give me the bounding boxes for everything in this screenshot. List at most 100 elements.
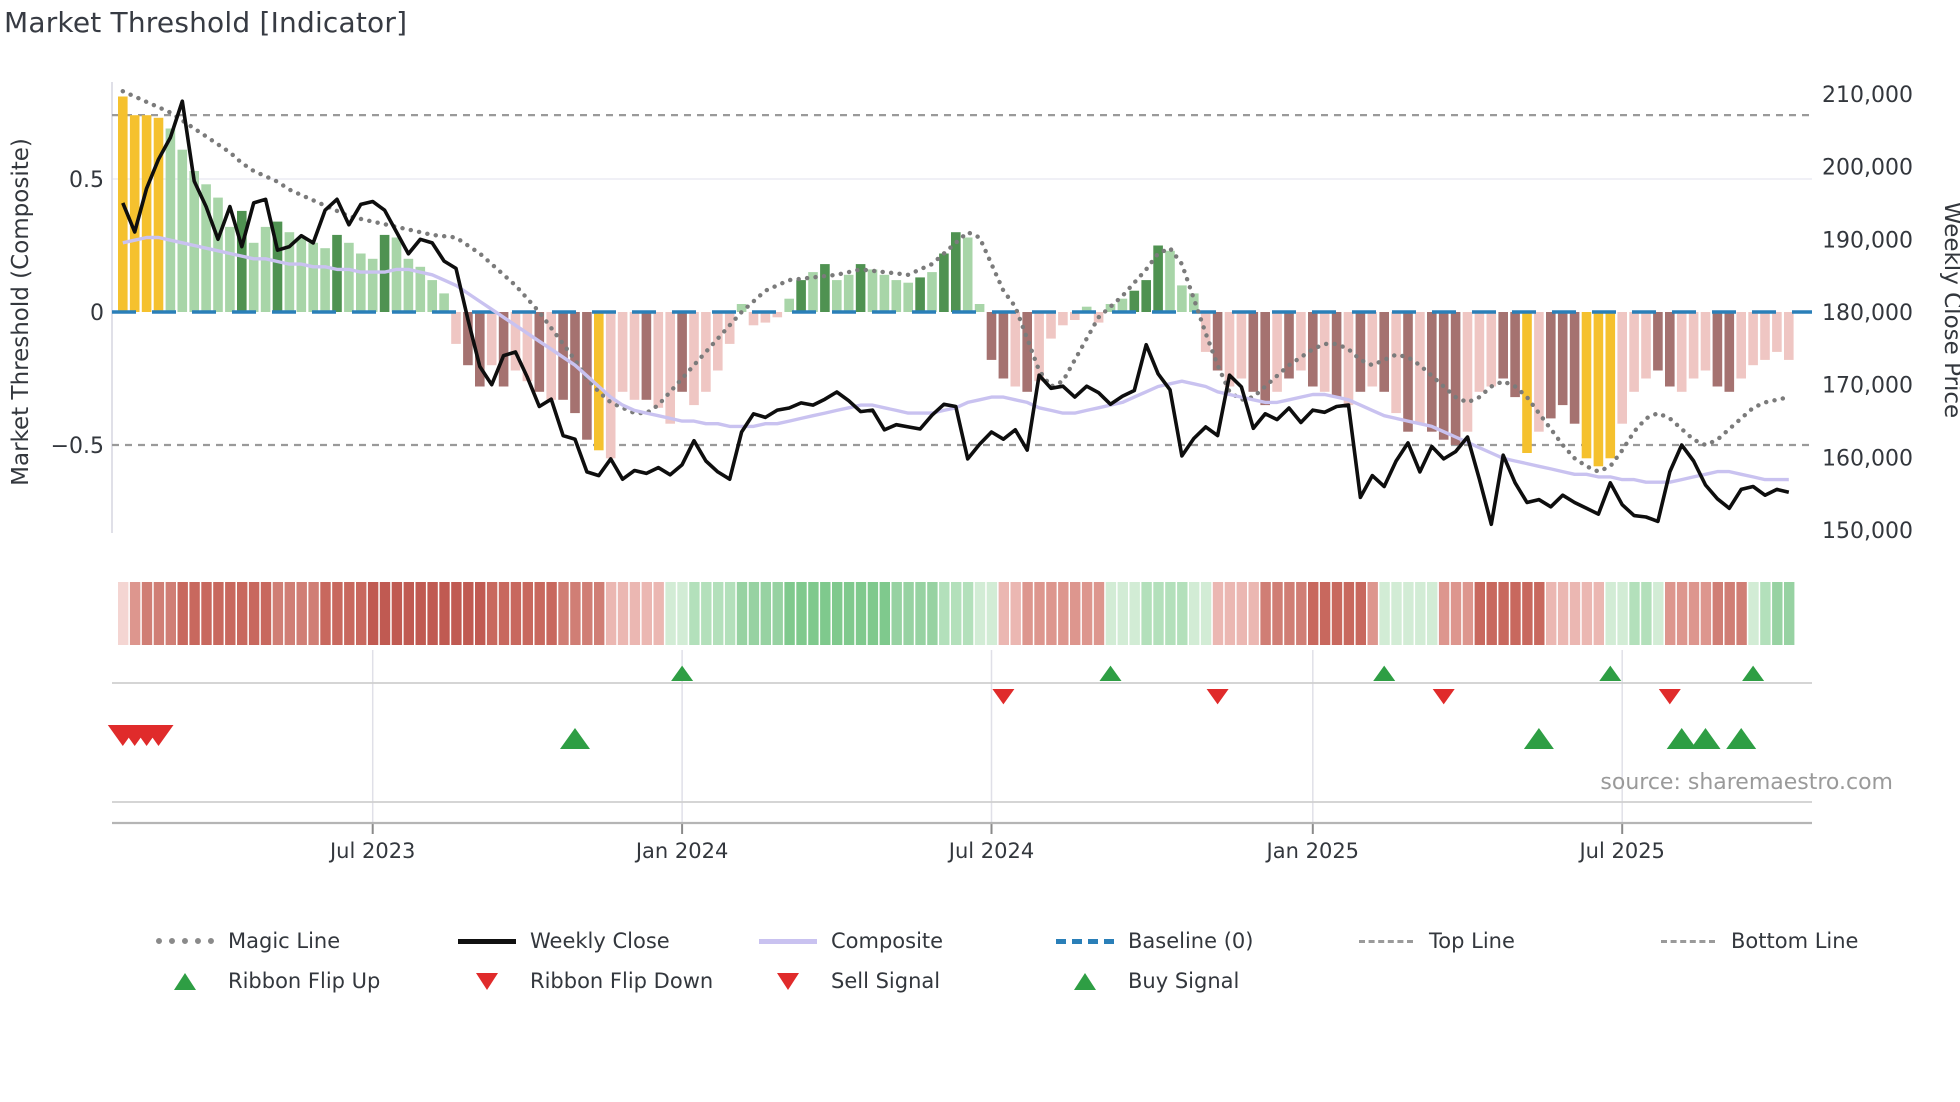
threshold-bar[interactable] <box>748 312 759 326</box>
threshold-bar[interactable] <box>415 266 426 312</box>
ribbon-cell[interactable] <box>237 582 248 645</box>
ribbon-cell[interactable] <box>617 582 629 645</box>
threshold-bar[interactable] <box>1022 312 1032 392</box>
ribbon-cell[interactable] <box>1355 582 1366 645</box>
ribbon-cell[interactable] <box>1593 582 1604 645</box>
threshold-bar[interactable] <box>820 264 830 312</box>
ribbon-cell[interactable] <box>760 582 771 645</box>
threshold-bar[interactable] <box>665 312 675 424</box>
ribbon-cell[interactable] <box>1665 582 1676 645</box>
threshold-bar[interactable] <box>141 115 152 312</box>
threshold-bar[interactable] <box>225 226 235 312</box>
threshold-bar[interactable] <box>629 312 640 400</box>
ribbon-cell[interactable] <box>463 582 474 645</box>
ribbon-cell[interactable] <box>1189 582 1200 645</box>
ribbon-cell[interactable] <box>1177 582 1188 645</box>
ribbon-cell[interactable] <box>1308 582 1319 645</box>
ribbon-cell[interactable] <box>308 582 319 645</box>
threshold-bar[interactable] <box>1260 312 1270 406</box>
threshold-bar[interactable] <box>1688 312 1699 379</box>
threshold-bar[interactable] <box>1474 312 1485 392</box>
ribbon-cell[interactable] <box>1712 582 1723 645</box>
ribbon-cell[interactable] <box>736 582 748 645</box>
ribbon-cell[interactable] <box>1272 582 1283 645</box>
threshold-bar[interactable] <box>1510 312 1520 398</box>
threshold-bar[interactable] <box>534 312 545 392</box>
threshold-bar[interactable] <box>1236 312 1247 379</box>
threshold-bar[interactable] <box>1391 312 1401 414</box>
ribbon-cell[interactable] <box>1105 582 1117 645</box>
threshold-bar[interactable] <box>260 226 271 312</box>
ribbon-cell[interactable] <box>284 582 295 645</box>
threshold-bar[interactable] <box>1438 312 1449 440</box>
ribbon-cell[interactable] <box>653 582 664 645</box>
ribbon-cell[interactable] <box>248 582 260 645</box>
threshold-bar[interactable] <box>1534 312 1544 432</box>
threshold-bar[interactable] <box>927 272 937 312</box>
ribbon-cell[interactable] <box>475 582 486 645</box>
ribbon-cell[interactable] <box>796 582 807 645</box>
ribbon-cell[interactable] <box>832 582 843 645</box>
buy-signal-marker[interactable] <box>1523 728 1554 749</box>
threshold-bar[interactable] <box>451 312 461 344</box>
legend-item-ribbon-flip-down[interactable]: Ribbon Flip Down <box>458 968 713 994</box>
threshold-bar[interactable] <box>1367 312 1378 387</box>
ribbon-cell[interactable] <box>129 582 141 645</box>
threshold-bar[interactable] <box>1427 312 1437 432</box>
threshold-bar[interactable] <box>724 312 735 344</box>
ribbon-flip-up-marker[interactable] <box>1599 665 1622 681</box>
threshold-bar[interactable] <box>1200 312 1211 352</box>
ribbon-cell[interactable] <box>272 582 284 645</box>
threshold-bar[interactable] <box>1617 312 1627 424</box>
threshold-bar[interactable] <box>1736 312 1746 379</box>
ribbon-flip-up-marker[interactable] <box>1099 665 1122 681</box>
threshold-bar[interactable] <box>951 232 961 312</box>
threshold-bar[interactable] <box>1081 306 1092 312</box>
ribbon-cell[interactable] <box>1438 582 1450 645</box>
threshold-bar[interactable] <box>1319 312 1330 392</box>
ribbon-cell[interactable] <box>1058 582 1069 645</box>
ribbon-cell[interactable] <box>1617 582 1628 645</box>
threshold-bar[interactable] <box>213 197 223 312</box>
ribbon-cell[interactable] <box>1319 582 1331 645</box>
threshold-bar[interactable] <box>1331 312 1342 398</box>
ribbon-cell[interactable] <box>1391 582 1402 645</box>
ribbon-cell[interactable] <box>201 582 212 645</box>
threshold-bar[interactable] <box>653 312 664 408</box>
threshold-bar[interactable] <box>1546 312 1556 419</box>
ribbon-cell[interactable] <box>522 582 533 645</box>
threshold-bar[interactable] <box>915 277 925 312</box>
ribbon-cell[interactable] <box>534 582 545 645</box>
ribbon-cell[interactable] <box>748 582 760 645</box>
threshold-bar[interactable] <box>1724 312 1735 392</box>
ribbon-cell[interactable] <box>1403 582 1414 645</box>
threshold-bar[interactable] <box>463 312 473 366</box>
threshold-bar[interactable] <box>617 312 628 392</box>
threshold-bar[interactable] <box>1665 312 1675 387</box>
ribbon-cell[interactable] <box>1296 582 1307 645</box>
ribbon-cell[interactable] <box>1153 582 1164 645</box>
threshold-bar[interactable] <box>832 280 842 312</box>
ribbon-cell[interactable] <box>1557 582 1569 645</box>
ribbon-cell[interactable] <box>594 582 605 645</box>
threshold-bar[interactable] <box>998 312 1009 379</box>
threshold-bar[interactable] <box>1700 312 1711 371</box>
threshold-bar[interactable] <box>1070 312 1080 320</box>
ribbon-cell[interactable] <box>1010 582 1021 645</box>
ribbon-cell[interactable] <box>1688 582 1700 645</box>
threshold-bar[interactable] <box>594 312 604 451</box>
ribbon-cell[interactable] <box>1450 582 1462 645</box>
ribbon-flip-up-marker[interactable] <box>671 665 694 681</box>
legend-item-buy-signal[interactable]: Buy Signal <box>1056 968 1239 994</box>
legend-item-bottom-line[interactable]: Bottom Line <box>1659 928 1858 954</box>
ribbon-cell[interactable] <box>165 582 176 645</box>
ribbon-cell[interactable] <box>451 582 462 645</box>
threshold-bar[interactable] <box>1450 312 1461 445</box>
ribbon-cell[interactable] <box>641 582 652 645</box>
threshold-bar[interactable] <box>1272 312 1282 392</box>
ribbon-cell[interactable] <box>1046 582 1057 645</box>
ribbon-cell[interactable] <box>1474 582 1485 645</box>
ribbon-cell[interactable] <box>1236 582 1247 645</box>
buy-signal-marker[interactable] <box>1666 728 1697 749</box>
ribbon-cell[interactable] <box>1653 582 1664 645</box>
